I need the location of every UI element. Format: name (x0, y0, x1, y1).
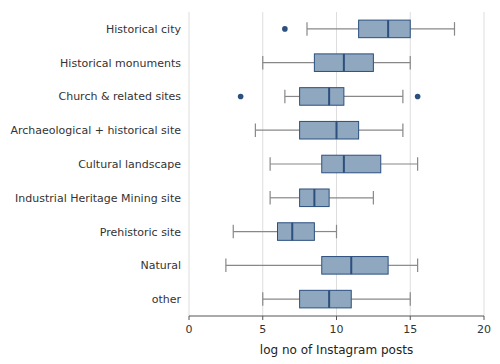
category-label: Archaeological + historical site (10, 124, 181, 137)
median (291, 223, 293, 241)
median (343, 54, 345, 72)
median (336, 121, 338, 139)
tick-mark (484, 316, 485, 320)
cap-low (262, 292, 263, 306)
flier (415, 94, 421, 100)
box (300, 88, 344, 106)
whisker-low (233, 231, 277, 232)
category-label: Prehistoric site (100, 226, 182, 239)
page: {"chart_data": {"type": "box", "orientat… (0, 0, 500, 364)
box (314, 54, 373, 72)
whisker-low (263, 62, 315, 63)
cap-high (417, 157, 418, 171)
cap-low (270, 191, 271, 205)
tick-mark (262, 316, 263, 320)
chart: 0 5 10 15 20 log no of Instagram posts Histori… (0, 0, 500, 364)
grid (189, 12, 484, 316)
tick-mark (336, 316, 337, 320)
whisker-high (410, 28, 454, 29)
whisker-high (329, 197, 373, 198)
x-axis-line (189, 316, 484, 317)
chart-container: 0 5 10 15 20 log no of Instagram posts Histori… (0, 0, 500, 364)
box (322, 257, 388, 275)
whisker-high (314, 231, 336, 232)
whisker-high (359, 130, 403, 131)
whisker-low (226, 265, 322, 266)
grid-line (189, 12, 190, 316)
whisker-high (351, 299, 410, 300)
category-label: Church & related sites (59, 90, 182, 103)
cap-high (402, 90, 403, 104)
median (328, 290, 330, 308)
whisker-low (270, 163, 322, 164)
whisker-high (344, 96, 403, 97)
cap-low (284, 90, 285, 104)
plot-area (189, 12, 484, 316)
grid-line (262, 12, 263, 316)
tick-label: 0 (186, 323, 193, 336)
category-label: Historical city (106, 23, 181, 36)
cap-high (402, 123, 403, 137)
cap-high (373, 191, 374, 205)
whisker-high (381, 163, 418, 164)
cap-high (454, 22, 455, 36)
median (313, 189, 315, 207)
box (300, 121, 359, 139)
whisker-low (270, 197, 300, 198)
category-label: Historical monuments (60, 57, 181, 70)
median (343, 155, 345, 173)
tick-label: 10 (330, 323, 344, 336)
median (350, 257, 352, 275)
tick-label: 20 (477, 323, 491, 336)
whisker-low (307, 28, 359, 29)
category-label: Cultural landscape (78, 158, 181, 171)
category-label: Industrial Heritage Mining site (15, 192, 181, 205)
box (278, 223, 315, 241)
tick-mark (189, 316, 190, 320)
box (300, 290, 352, 308)
cap-low (262, 56, 263, 70)
category-label: other (152, 293, 182, 306)
median (387, 20, 389, 38)
cap-low (270, 157, 271, 171)
box (322, 155, 381, 173)
cap-low (233, 225, 234, 239)
tick-label: 5 (259, 323, 266, 336)
grid-line (484, 12, 485, 316)
cap-low (306, 22, 307, 36)
whisker-high (373, 62, 410, 63)
whisker-high (388, 265, 418, 266)
marks (226, 20, 455, 308)
cap-high (410, 292, 411, 306)
box (359, 20, 411, 38)
box (300, 189, 330, 207)
whisker-low (255, 130, 299, 131)
flier (282, 26, 288, 32)
cap-high (336, 225, 337, 239)
cap-low (225, 259, 226, 273)
cap-high (417, 259, 418, 273)
cap-high (410, 56, 411, 70)
whisker-low (285, 96, 300, 97)
median (328, 88, 330, 106)
flier (238, 94, 244, 100)
category-label: Natural (140, 259, 181, 272)
tick-mark (410, 316, 411, 320)
x-axis-label: log no of Instagram posts (260, 343, 413, 357)
whisker-low (263, 299, 300, 300)
cap-low (255, 123, 256, 137)
tick-label: 15 (403, 323, 417, 336)
